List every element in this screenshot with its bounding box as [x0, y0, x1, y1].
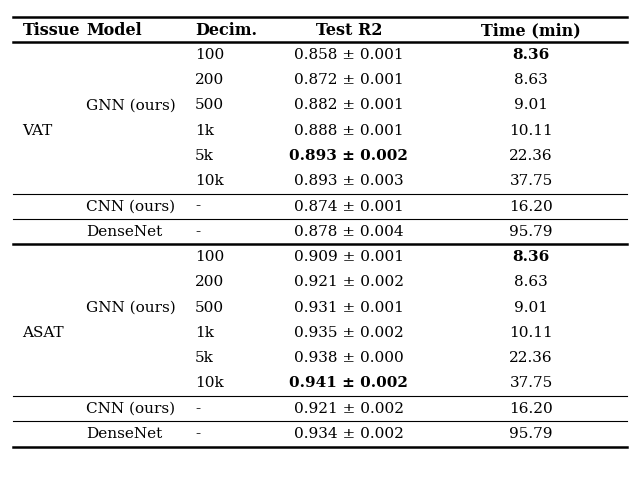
Text: VAT: VAT: [22, 124, 52, 138]
Text: 8.36: 8.36: [513, 250, 550, 264]
Text: GNN (ours): GNN (ours): [86, 301, 176, 314]
Text: 0.921 ± 0.002: 0.921 ± 0.002: [294, 276, 404, 289]
Text: 16.20: 16.20: [509, 200, 553, 213]
Text: DenseNet: DenseNet: [86, 427, 163, 441]
Text: 10k: 10k: [195, 174, 224, 188]
Text: 5k: 5k: [195, 149, 214, 163]
Text: 0.878 ± 0.004: 0.878 ± 0.004: [294, 225, 404, 239]
Text: 0.872 ± 0.001: 0.872 ± 0.001: [294, 73, 404, 87]
Text: Time (min): Time (min): [481, 22, 581, 39]
Text: 95.79: 95.79: [509, 427, 553, 441]
Text: 0.874 ± 0.001: 0.874 ± 0.001: [294, 200, 404, 213]
Text: 95.79: 95.79: [509, 225, 553, 239]
Text: 1k: 1k: [195, 326, 214, 340]
Text: 100: 100: [195, 48, 225, 62]
Text: 200: 200: [195, 73, 225, 87]
Text: 8.63: 8.63: [515, 276, 548, 289]
Text: 22.36: 22.36: [509, 351, 553, 365]
Text: 200: 200: [195, 276, 225, 289]
Text: Test R2: Test R2: [316, 22, 382, 39]
Text: GNN (ours): GNN (ours): [86, 99, 176, 112]
Text: 5k: 5k: [195, 351, 214, 365]
Text: Decim.: Decim.: [195, 22, 257, 39]
Text: -: -: [195, 225, 200, 239]
Text: 37.75: 37.75: [509, 174, 553, 188]
Text: 0.934 ± 0.002: 0.934 ± 0.002: [294, 427, 404, 441]
Text: -: -: [195, 402, 200, 416]
Text: 16.20: 16.20: [509, 402, 553, 416]
Text: 9.01: 9.01: [514, 301, 548, 314]
Text: 10.11: 10.11: [509, 124, 553, 138]
Text: Model: Model: [86, 22, 142, 39]
Text: 8.36: 8.36: [513, 48, 550, 62]
Text: 10k: 10k: [195, 377, 224, 390]
Text: 0.909 ± 0.001: 0.909 ± 0.001: [294, 250, 404, 264]
Text: CNN (ours): CNN (ours): [86, 200, 175, 213]
Text: 1k: 1k: [195, 124, 214, 138]
Text: 0.893 ± 0.003: 0.893 ± 0.003: [294, 174, 404, 188]
Text: CNN (ours): CNN (ours): [86, 402, 175, 416]
Text: 0.888 ± 0.001: 0.888 ± 0.001: [294, 124, 404, 138]
Text: -: -: [195, 200, 200, 213]
Text: 10.11: 10.11: [509, 326, 553, 340]
Text: 8.63: 8.63: [515, 73, 548, 87]
Text: Tissue: Tissue: [22, 22, 80, 39]
Text: 100: 100: [195, 250, 225, 264]
Text: 0.941 ± 0.002: 0.941 ± 0.002: [289, 377, 408, 390]
Text: 0.858 ± 0.001: 0.858 ± 0.001: [294, 48, 404, 62]
Text: DenseNet: DenseNet: [86, 225, 163, 239]
Text: 0.931 ± 0.001: 0.931 ± 0.001: [294, 301, 404, 314]
Text: 9.01: 9.01: [514, 99, 548, 112]
Text: 500: 500: [195, 99, 225, 112]
Text: 37.75: 37.75: [509, 377, 553, 390]
Text: 500: 500: [195, 301, 225, 314]
Text: -: -: [195, 427, 200, 441]
Text: 0.882 ± 0.001: 0.882 ± 0.001: [294, 99, 404, 112]
Text: 0.938 ± 0.000: 0.938 ± 0.000: [294, 351, 404, 365]
Text: 0.935 ± 0.002: 0.935 ± 0.002: [294, 326, 404, 340]
Text: 22.36: 22.36: [509, 149, 553, 163]
Text: 0.921 ± 0.002: 0.921 ± 0.002: [294, 402, 404, 416]
Text: 0.893 ± 0.002: 0.893 ± 0.002: [289, 149, 408, 163]
Text: ASAT: ASAT: [22, 326, 64, 340]
